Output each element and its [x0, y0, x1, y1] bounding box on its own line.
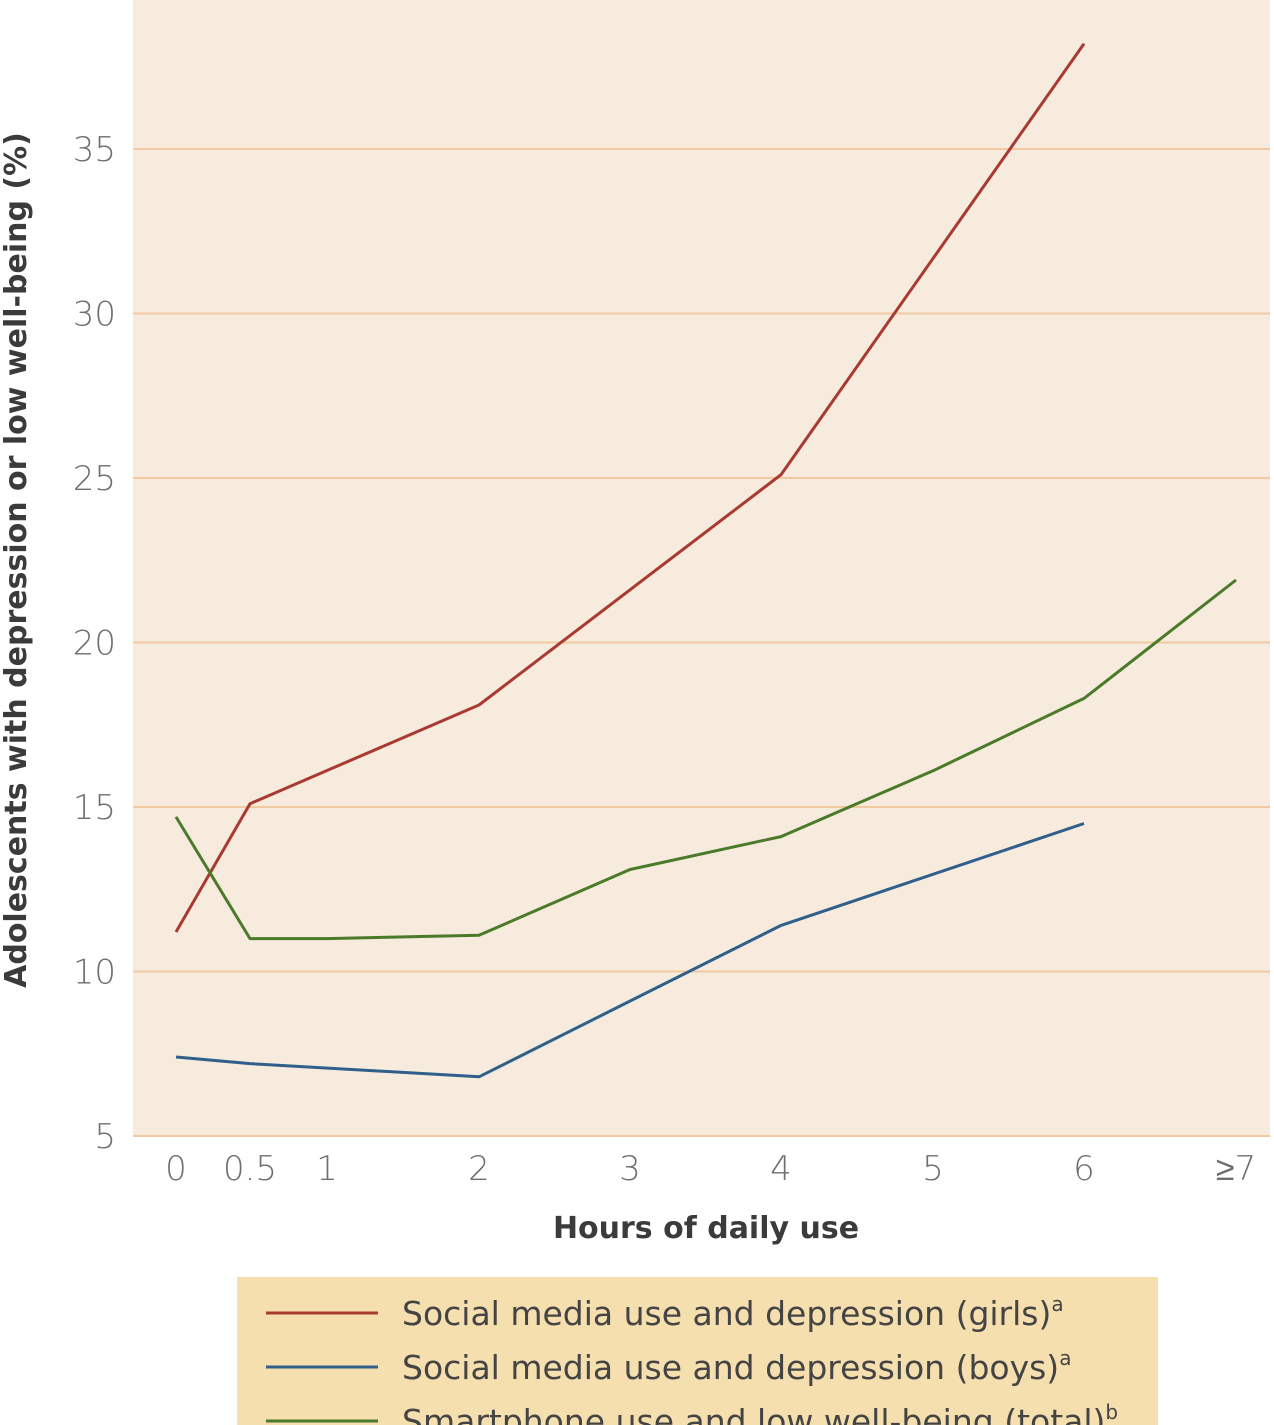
- legend-footnote: a: [1059, 1346, 1071, 1370]
- legend-label: Smartphone use and low well-being (total…: [402, 1400, 1118, 1425]
- legend-box: [237, 1277, 1158, 1425]
- series-line-3: [174, 578, 1237, 941]
- gridlines: [133, 148, 1270, 1137]
- legend-footnote: a: [1051, 1292, 1063, 1316]
- series-line-2: [175, 822, 1085, 1079]
- x-tick-label: 0: [165, 1149, 187, 1189]
- series-lines: [174, 42, 1237, 1079]
- legend-label: Social media use and depression (boys)a: [402, 1346, 1071, 1387]
- y-tick-label: 25: [73, 459, 116, 499]
- series-line-1: [174, 42, 1086, 933]
- y-tick-label: 30: [73, 295, 116, 335]
- legend-label: Social media use and depression (girls)a: [402, 1292, 1064, 1333]
- y-axis-ticks: 5 10 15 20 25 30 35: [73, 130, 116, 1157]
- y-tick-label: 20: [73, 624, 116, 664]
- x-tick-label: 6: [1073, 1149, 1095, 1189]
- x-tick-label: ≥7: [1216, 1149, 1256, 1189]
- y-axis-title: Adolescents with depression or low well-…: [0, 132, 34, 988]
- x-tick-label: 5: [922, 1149, 944, 1189]
- y-tick-label: 10: [73, 953, 116, 993]
- x-axis-ticks: 0 0.5 1 2 3 4 5 6 ≥7: [165, 1149, 1256, 1189]
- x-tick-label: 1: [316, 1149, 338, 1189]
- legend: Social media use and depression (girls)a…: [237, 1277, 1158, 1425]
- plot-area: [133, 0, 1270, 1137]
- y-tick-label: 15: [73, 788, 116, 828]
- x-axis-title: Hours of daily use: [553, 1211, 859, 1246]
- y-tick-label: 35: [73, 130, 116, 170]
- x-tick-label: 4: [770, 1149, 792, 1189]
- y-tick-label: 5: [94, 1117, 116, 1157]
- x-tick-label: 0.5: [223, 1149, 277, 1189]
- x-tick-label: 2: [468, 1149, 490, 1189]
- legend-footnote: b: [1105, 1400, 1118, 1424]
- x-tick-label: 3: [619, 1149, 641, 1189]
